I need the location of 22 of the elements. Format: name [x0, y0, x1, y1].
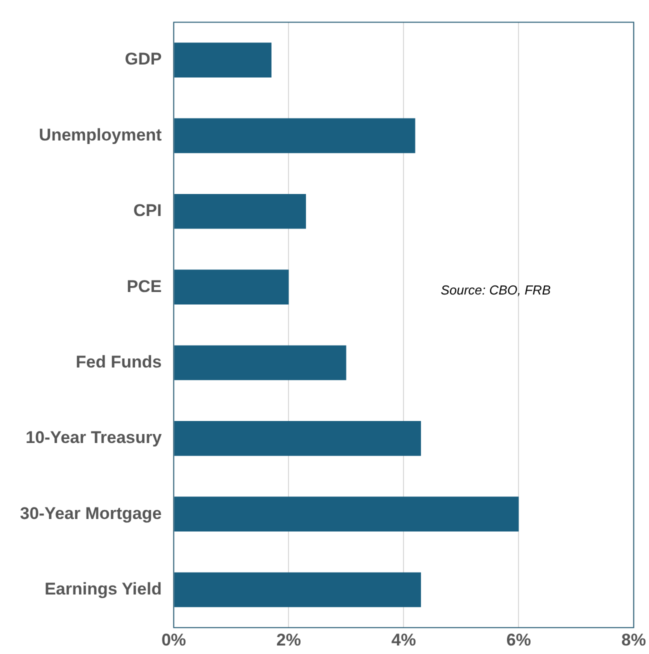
y-tick-label: 10-Year Treasury: [26, 428, 162, 448]
y-tick-label: Unemployment: [38, 125, 162, 144]
bar: [174, 421, 421, 456]
y-tick-label: GDP: [124, 50, 162, 69]
annotation: Source: CBO, FRB: [440, 282, 551, 298]
bar: [174, 345, 346, 380]
bar: [174, 118, 416, 154]
x-tick-label: 4%: [391, 630, 416, 650]
y-tick-label: CPI: [133, 201, 162, 220]
y-tick-label: Fed Funds: [76, 352, 162, 372]
x-tick-label: 0%: [161, 630, 186, 650]
y-tick-label: Earnings Yield: [44, 579, 162, 598]
y-tick-label: 30-Year Mortgage: [20, 504, 162, 523]
bar: [174, 496, 519, 532]
x-tick-label: 2%: [276, 630, 302, 650]
bar: [174, 194, 306, 229]
x-tick-label: 6%: [506, 630, 532, 650]
y-tick-label: PCE: [126, 276, 162, 296]
bar: [174, 42, 272, 78]
bar: [174, 572, 421, 608]
bar: [174, 270, 289, 304]
x-tick-label: 8%: [621, 630, 646, 650]
